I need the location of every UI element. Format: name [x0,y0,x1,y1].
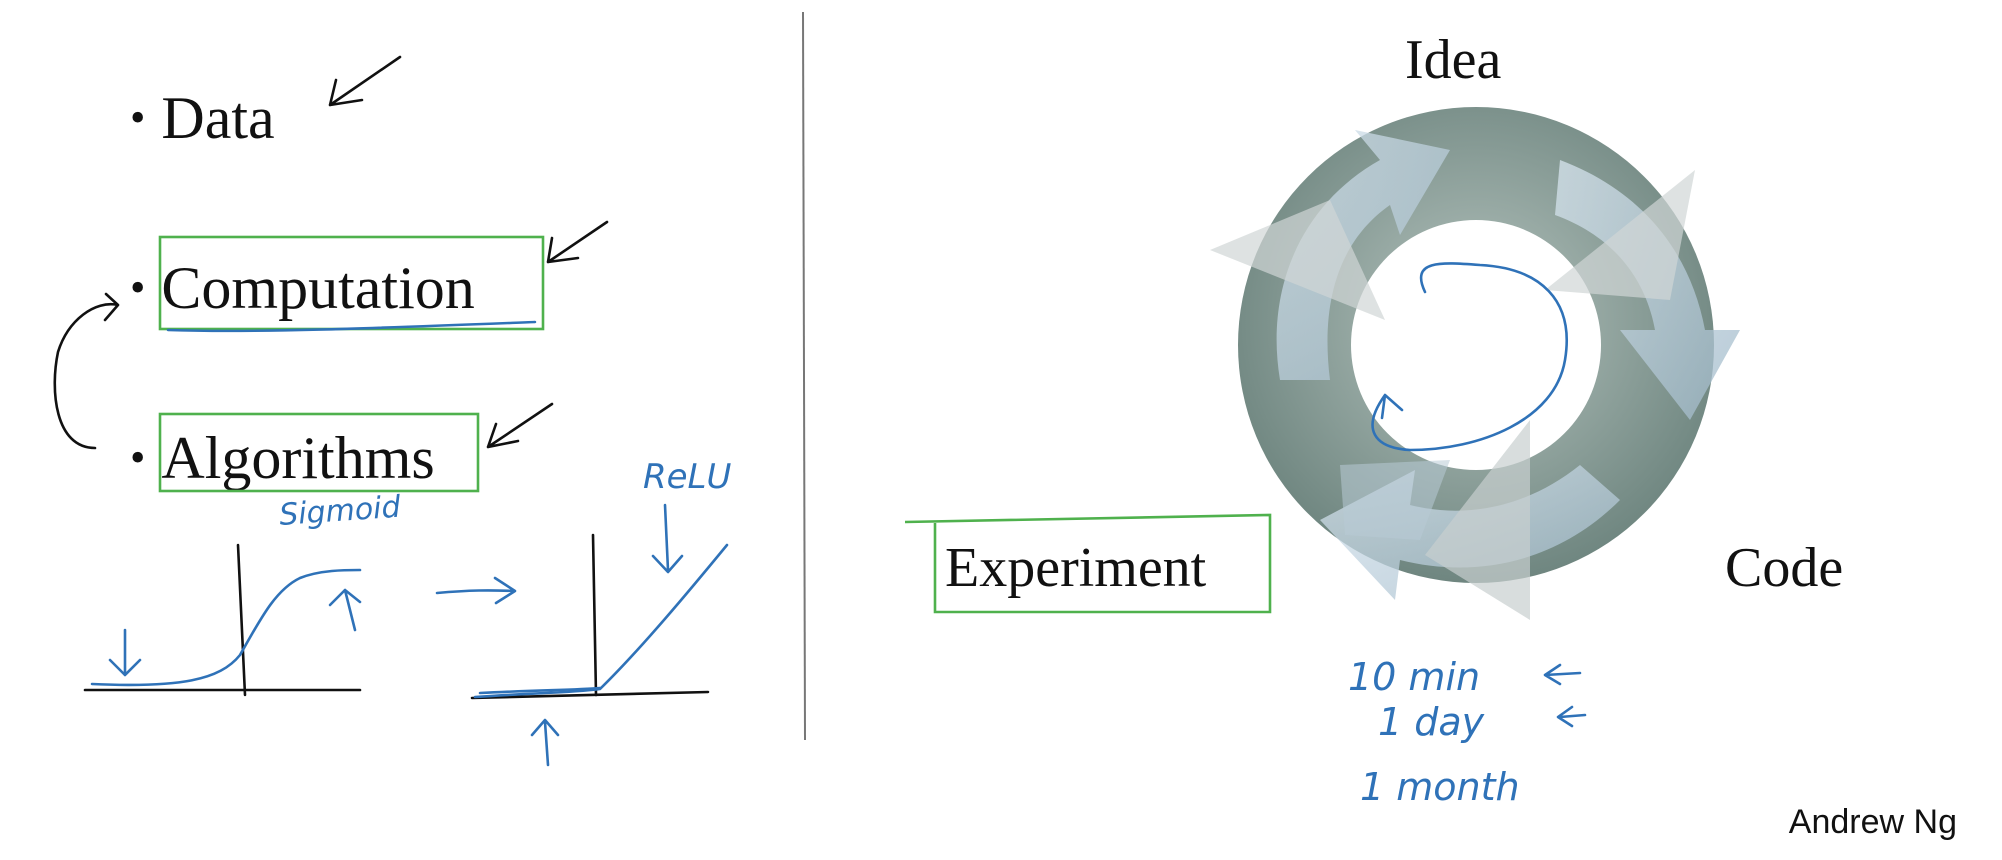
bullet-algorithms: • Algorithms [130,428,435,488]
note-1-month: 1 month [1360,765,1520,809]
relu-y-axis [591,533,598,697]
relu-down-arrow [651,503,684,574]
bullet-data: • Data [130,88,275,148]
arrow-to-algorithms [486,402,554,449]
cycle-label-code: Code [1725,537,1844,599]
iteration-time-notes: 10 min 1 day 1 month [1348,655,1587,809]
cycle-ring-hole [1351,220,1601,470]
bullet-dot: • [130,93,146,142]
note-1-day-arrow [1556,705,1587,728]
bullet-label: Algorithms [161,425,435,491]
note-1-day: 1 day [1378,700,1485,744]
panel-divider [802,11,806,741]
idea-cycle-diagram [1210,107,1740,620]
experiment-highlight-box [904,513,1272,614]
sigmoid-up-arrow [328,588,362,632]
algorithms-highlight-box [158,412,480,493]
cycle-label-idea: Idea [1405,29,1502,91]
computation-underline [166,320,537,333]
cycle-arrow-computation-algorithms [53,292,120,450]
relu-curve [473,543,729,699]
sigmoid-annotation: Sigmoid [278,490,402,533]
relu-annotation: ReLU [643,457,731,497]
arrow-to-data [328,55,402,107]
arrow-between-plots [435,576,517,605]
computation-highlight-box [158,235,545,331]
relu-sketch: ReLU [470,457,731,767]
note-10-min: 10 min [1348,655,1480,699]
relu-flat-overdraw [478,686,602,695]
black-arrows [53,55,609,450]
bullet-dot: • [130,433,146,482]
sigmoid-sketch: Sigmoid [83,490,403,697]
cycle-arrowhead-left [1210,200,1385,320]
bullet-label: Data [161,85,275,151]
author-credit: Andrew Ng [1788,803,1957,841]
cycle-arrow-lower-left [1340,460,1450,540]
cycle-arrow-left [1276,130,1450,380]
arrow-to-computation [546,220,609,264]
sigmoid-curve [90,568,362,687]
sigmoid-y-axis [236,543,247,697]
relu-x-axis [470,690,710,700]
bullet-computation: • Computation [130,258,475,318]
note-10-min-arrow [1543,663,1582,686]
bullet-label: Computation [161,255,475,321]
sigmoid-down-arrow [108,628,142,677]
cycle-arrowhead-bottom [1425,420,1530,620]
bullet-dot: • [130,263,146,312]
relu-up-arrow [530,718,560,767]
iteration-loop-sketch [1371,262,1568,452]
cycle-arrowhead-right [1545,170,1695,300]
cycle-label-experiment: Experiment [945,537,1207,599]
